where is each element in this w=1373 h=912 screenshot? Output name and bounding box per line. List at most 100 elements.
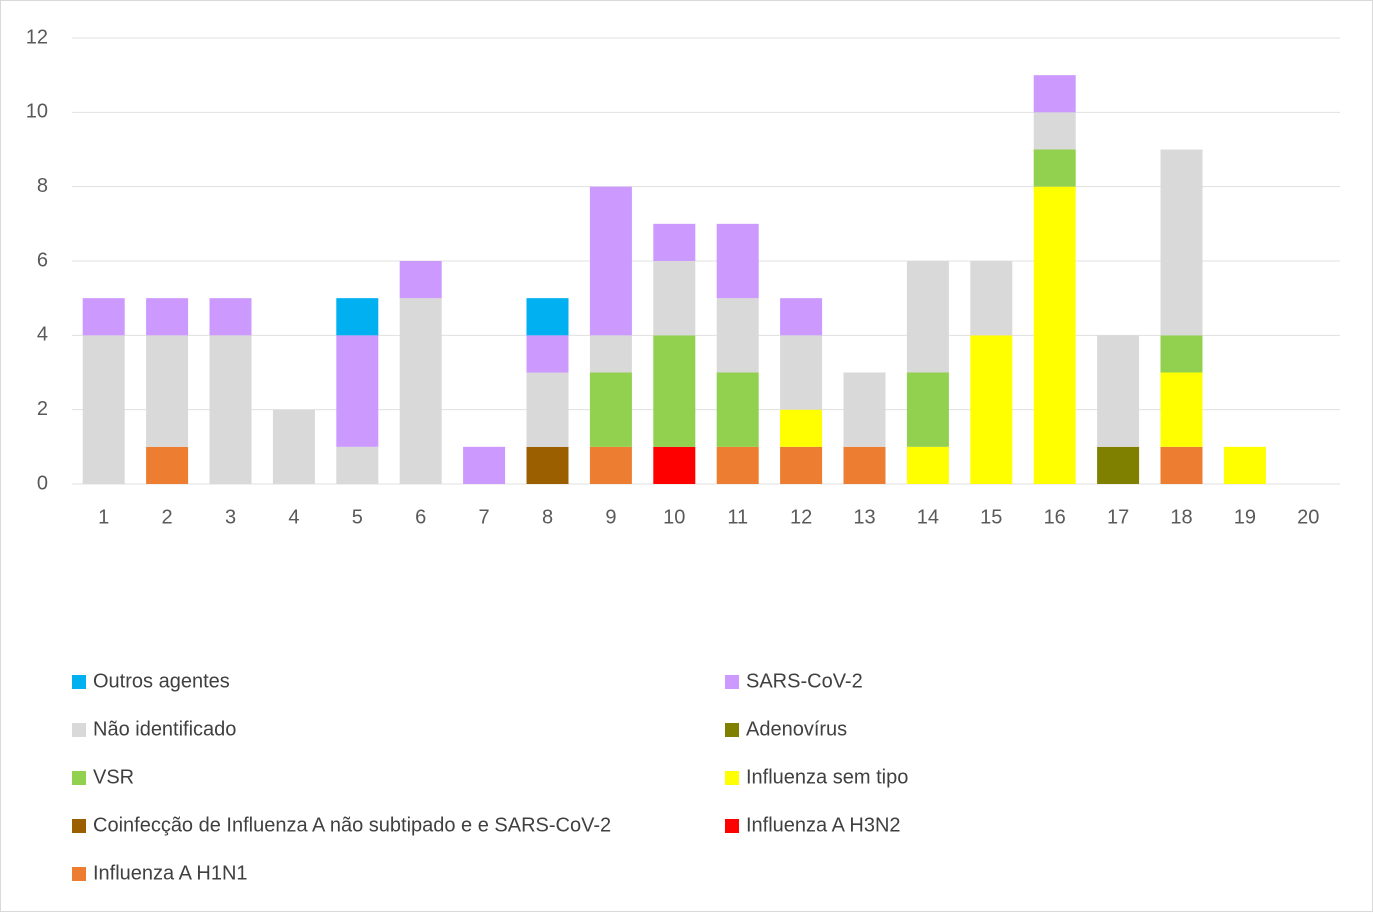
bar-segment [82, 298, 125, 336]
legend-label: Não identificado [93, 718, 236, 740]
bar-segment [653, 446, 696, 484]
bar-segment [716, 298, 759, 373]
bar-segment [589, 446, 632, 484]
y-tick-label: 8 [37, 175, 48, 197]
legend-swatch [72, 675, 86, 689]
y-tick-label: 10 [26, 101, 48, 123]
bar-segment [336, 335, 379, 447]
x-tick-label: 3 [225, 506, 236, 528]
legend-label: Outros agentes [93, 670, 230, 692]
y-tick-label: 0 [37, 472, 48, 494]
bar-segment [653, 335, 696, 447]
y-tick-label: 6 [37, 249, 48, 271]
bar-segment [1223, 446, 1266, 484]
bar-segment [1097, 446, 1140, 484]
x-tick-label: 19 [1234, 506, 1256, 528]
x-tick-label: 20 [1297, 506, 1319, 528]
bar-segment [716, 372, 759, 447]
x-tick-label: 8 [542, 506, 553, 528]
x-tick-label: 2 [162, 506, 173, 528]
bar-segment [780, 298, 823, 336]
legend-label: Influenza A H3N2 [746, 814, 901, 836]
x-tick-label: 16 [1044, 506, 1066, 528]
bar-segment [146, 446, 189, 484]
x-tick-label: 10 [663, 506, 685, 528]
legend-label: Influenza A H1N1 [93, 862, 248, 884]
x-tick-label: 17 [1107, 506, 1129, 528]
bar-segment [399, 261, 442, 299]
bar-segment [146, 298, 189, 336]
legend-swatch [72, 819, 86, 833]
x-tick-label: 7 [479, 506, 490, 528]
bar-segment [1160, 446, 1203, 484]
legend-swatch [72, 771, 86, 785]
y-tick-label: 12 [26, 26, 48, 48]
x-tick-label: 18 [1170, 506, 1192, 528]
bar-segment [906, 446, 949, 484]
bar-segment [716, 223, 759, 299]
bar-segment [970, 261, 1013, 336]
bar-segment [589, 372, 632, 447]
bar-segment [1033, 75, 1076, 113]
bar-segment [843, 446, 886, 484]
bar-segment [526, 446, 569, 484]
bar-segment [526, 372, 569, 447]
bar-segment [780, 409, 823, 447]
bar-segment [526, 298, 569, 336]
legend-swatch [72, 867, 86, 881]
legend-swatch [72, 723, 86, 737]
bar-segment [780, 335, 823, 410]
x-tick-label: 15 [980, 506, 1002, 528]
legend-swatch [725, 819, 739, 833]
bar-segment [526, 335, 569, 373]
legend-label: Coinfecção de Influenza A não subtipado … [93, 814, 611, 836]
legend-swatch [725, 771, 739, 785]
bar-segment [1160, 149, 1203, 336]
bar-segment [399, 298, 442, 484]
bar-segment [1033, 186, 1076, 484]
legend-label: Influenza sem tipo [746, 766, 908, 788]
bar-segment [1033, 112, 1076, 150]
y-tick-label: 2 [37, 398, 48, 420]
bar-segment [780, 446, 823, 484]
legend-label: Adenovírus [746, 718, 847, 740]
y-tick-label: 4 [37, 324, 48, 346]
x-tick-label: 6 [415, 506, 426, 528]
bar-segment [906, 372, 949, 447]
bar-segment [653, 261, 696, 336]
x-tick-label: 5 [352, 506, 363, 528]
bar-segment [716, 446, 759, 484]
legend-label: SARS-CoV-2 [746, 670, 863, 692]
bar-segment [336, 446, 379, 484]
bar-segment [843, 372, 886, 447]
x-tick-label: 1 [98, 506, 109, 528]
bar-segment [463, 446, 506, 484]
bar-segment [146, 335, 189, 447]
x-tick-label: 13 [853, 506, 875, 528]
legend-swatch [725, 675, 739, 689]
legend: Outros agentes SARS-CoV-2 Não identificado… [72, 670, 908, 884]
x-tick-label: 14 [917, 506, 939, 528]
x-tick-label: 4 [288, 506, 299, 528]
bar-segment [82, 335, 125, 484]
bar-segment [906, 261, 949, 373]
legend-label: VSR [93, 766, 134, 788]
bar-segment [653, 223, 696, 261]
x-tick-label: 9 [605, 506, 616, 528]
bar-segment [1033, 149, 1076, 187]
bar-segment [209, 298, 252, 336]
bar-segment [1097, 335, 1140, 447]
bar-segment [209, 335, 252, 484]
bar-segment [336, 298, 379, 336]
legend-swatch [725, 723, 739, 737]
bar-segment [1160, 335, 1203, 373]
bar-segment [589, 335, 632, 373]
bar-segment [272, 409, 315, 484]
bar-segment [589, 186, 632, 336]
x-tick-label: 11 [727, 506, 748, 528]
bar-segment [970, 335, 1013, 484]
x-tick-label: 12 [790, 506, 812, 528]
bar-segment [1160, 372, 1203, 447]
